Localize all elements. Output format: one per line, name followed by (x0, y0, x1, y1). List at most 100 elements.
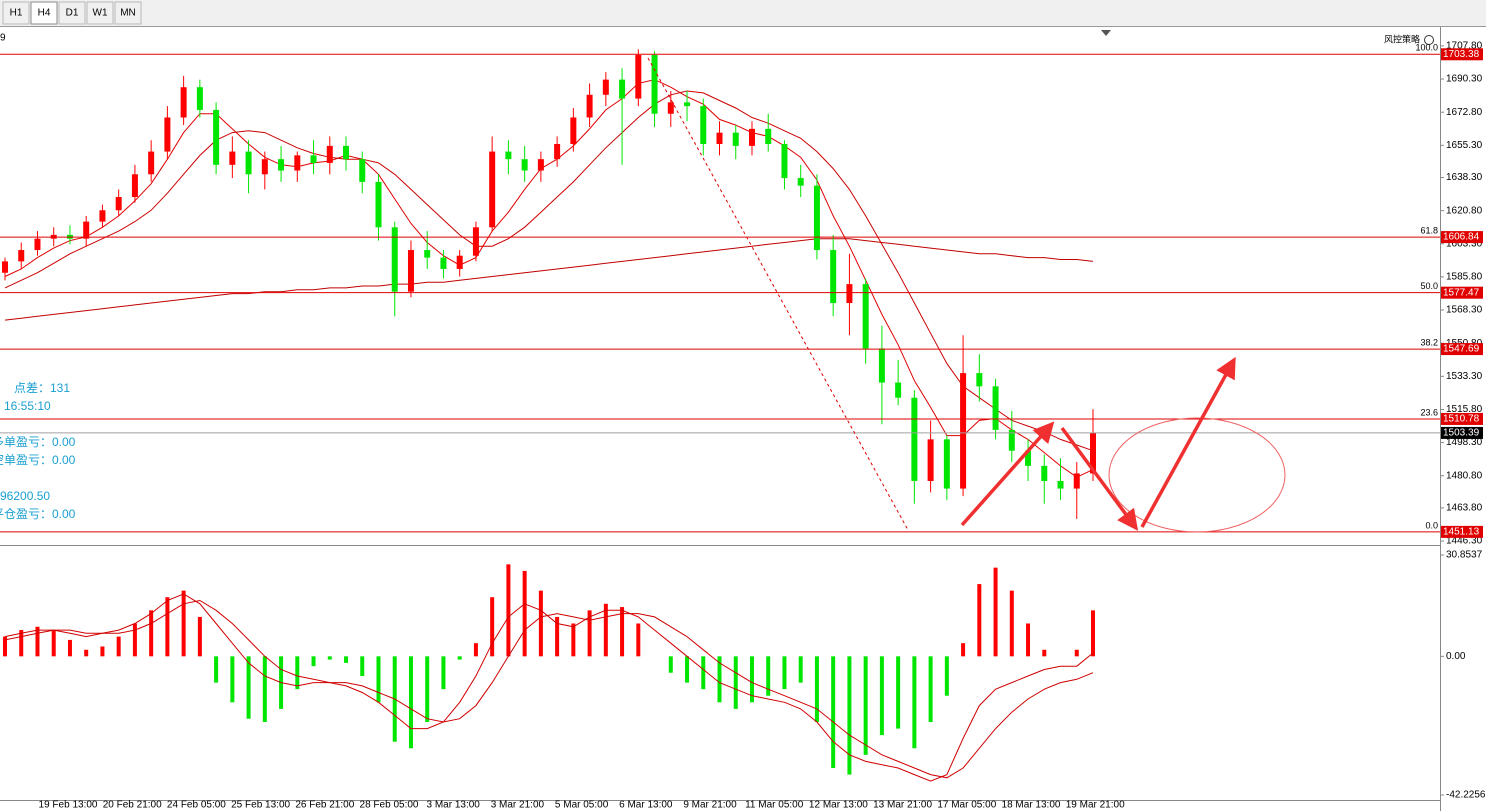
candle-body (602, 79, 609, 95)
macd-bar (961, 643, 966, 657)
macd-bar (246, 656, 251, 719)
macd-bar (831, 656, 836, 768)
candle-body (765, 128, 772, 145)
macd-bar (197, 616, 202, 657)
macd-bar (701, 656, 706, 690)
macd-bar (1091, 610, 1095, 657)
y-tick-label: 1568.30 (1446, 305, 1483, 316)
candle-body (1073, 473, 1080, 489)
timeframe-button[interactable]: D1 (58, 1, 86, 25)
candle-body (424, 250, 431, 258)
time-label: 19 Feb 13:00 (39, 800, 98, 811)
candle-body (1041, 465, 1048, 482)
button-label: D1 (66, 8, 79, 19)
candle-body (570, 117, 577, 145)
candle-body (554, 144, 561, 160)
candle-body (391, 227, 398, 292)
candle-body (2, 261, 8, 273)
y-tick-label: 1463.80 (1446, 503, 1483, 514)
macd-bar (35, 626, 40, 657)
price-box-label: 1577.47 (1443, 287, 1480, 298)
macd-bar (262, 656, 267, 723)
candle-body (180, 87, 187, 118)
macd-bar (490, 597, 495, 657)
button-frame (58, 1, 86, 25)
macd-bar (814, 656, 819, 723)
macd-bar (847, 656, 852, 775)
candle-body (359, 159, 366, 182)
candle-body (619, 79, 626, 99)
price-box (1441, 525, 1483, 538)
candle-body (83, 221, 90, 239)
macd-bar (360, 656, 365, 677)
macd-bar (165, 597, 170, 657)
macd-bar (749, 656, 754, 703)
y-tick-label: 1446.30 (1446, 536, 1483, 547)
candle-body (960, 373, 967, 489)
macd-bar (620, 607, 625, 657)
candle-body (1025, 450, 1032, 466)
macd-bar (798, 656, 803, 683)
last-price-label: 1503.39 (1443, 428, 1480, 439)
candle-body (748, 128, 755, 146)
price-box (1441, 286, 1483, 299)
button-frame (114, 1, 142, 25)
price-box (1441, 48, 1483, 61)
candle-body (976, 373, 983, 387)
macd-bar (636, 623, 641, 657)
timeframe-button[interactable]: W1 (86, 1, 114, 25)
candle-body (294, 155, 301, 171)
price-box (1441, 343, 1483, 356)
time-label: 20 Feb 21:00 (103, 800, 162, 811)
macd-bar (896, 656, 901, 729)
button-label: MN (120, 8, 136, 19)
macd-bar (473, 643, 478, 657)
time-label: 12 Mar 13:00 (809, 800, 868, 811)
macd-bar (344, 656, 349, 663)
macd-bar (214, 656, 219, 683)
candle-body (99, 210, 106, 222)
y-tick-label: 1480.80 (1446, 470, 1483, 481)
fib-level-label: 38.2 (1420, 337, 1438, 347)
macd-bar (668, 656, 673, 673)
macd-bar (879, 656, 884, 736)
macd-bar (1026, 623, 1031, 657)
macd-bar (230, 656, 235, 703)
candle-body (651, 55, 658, 114)
candle-body (489, 151, 496, 228)
macd-bar (100, 646, 105, 657)
macd-bar (522, 570, 527, 657)
macd-bar (132, 623, 137, 657)
candle-body (895, 382, 902, 398)
moving-average (4, 90, 1094, 452)
time-label: 24 Feb 05:00 (167, 800, 226, 811)
time-label: 13 Mar 21:00 (873, 800, 932, 811)
candle-body (732, 132, 739, 146)
candle-body (943, 439, 950, 489)
timeframe-button[interactable]: H4 (30, 1, 58, 25)
time-label: 19 Mar 21:00 (1066, 800, 1125, 811)
timeframe-button[interactable]: MN (114, 1, 142, 25)
moving-average (4, 79, 1094, 478)
candle-body (813, 185, 820, 251)
timeframe-button[interactable]: H1 (2, 1, 30, 25)
candle-body (911, 397, 918, 482)
macd-bar (3, 636, 7, 657)
macd-bar (506, 564, 511, 657)
candle-body (505, 151, 512, 160)
y-tick-label: 30.8537 (1446, 550, 1483, 561)
candle-body (407, 250, 414, 292)
last-price-box (1441, 426, 1483, 439)
time-label: 3 Mar 21:00 (491, 800, 545, 811)
candle-body (927, 439, 934, 482)
y-tick-label: 1620.80 (1446, 205, 1483, 216)
macd-bar (733, 656, 738, 709)
candle-body (878, 348, 885, 383)
macd-bar (327, 656, 332, 660)
button-label: H4 (38, 8, 51, 19)
candle-body (1008, 429, 1015, 451)
y-tick-label: 1603.30 (1446, 238, 1483, 249)
time-label: 25 Feb 13:00 (231, 800, 290, 811)
candle-body (1090, 432, 1096, 474)
candle-body (586, 94, 593, 118)
